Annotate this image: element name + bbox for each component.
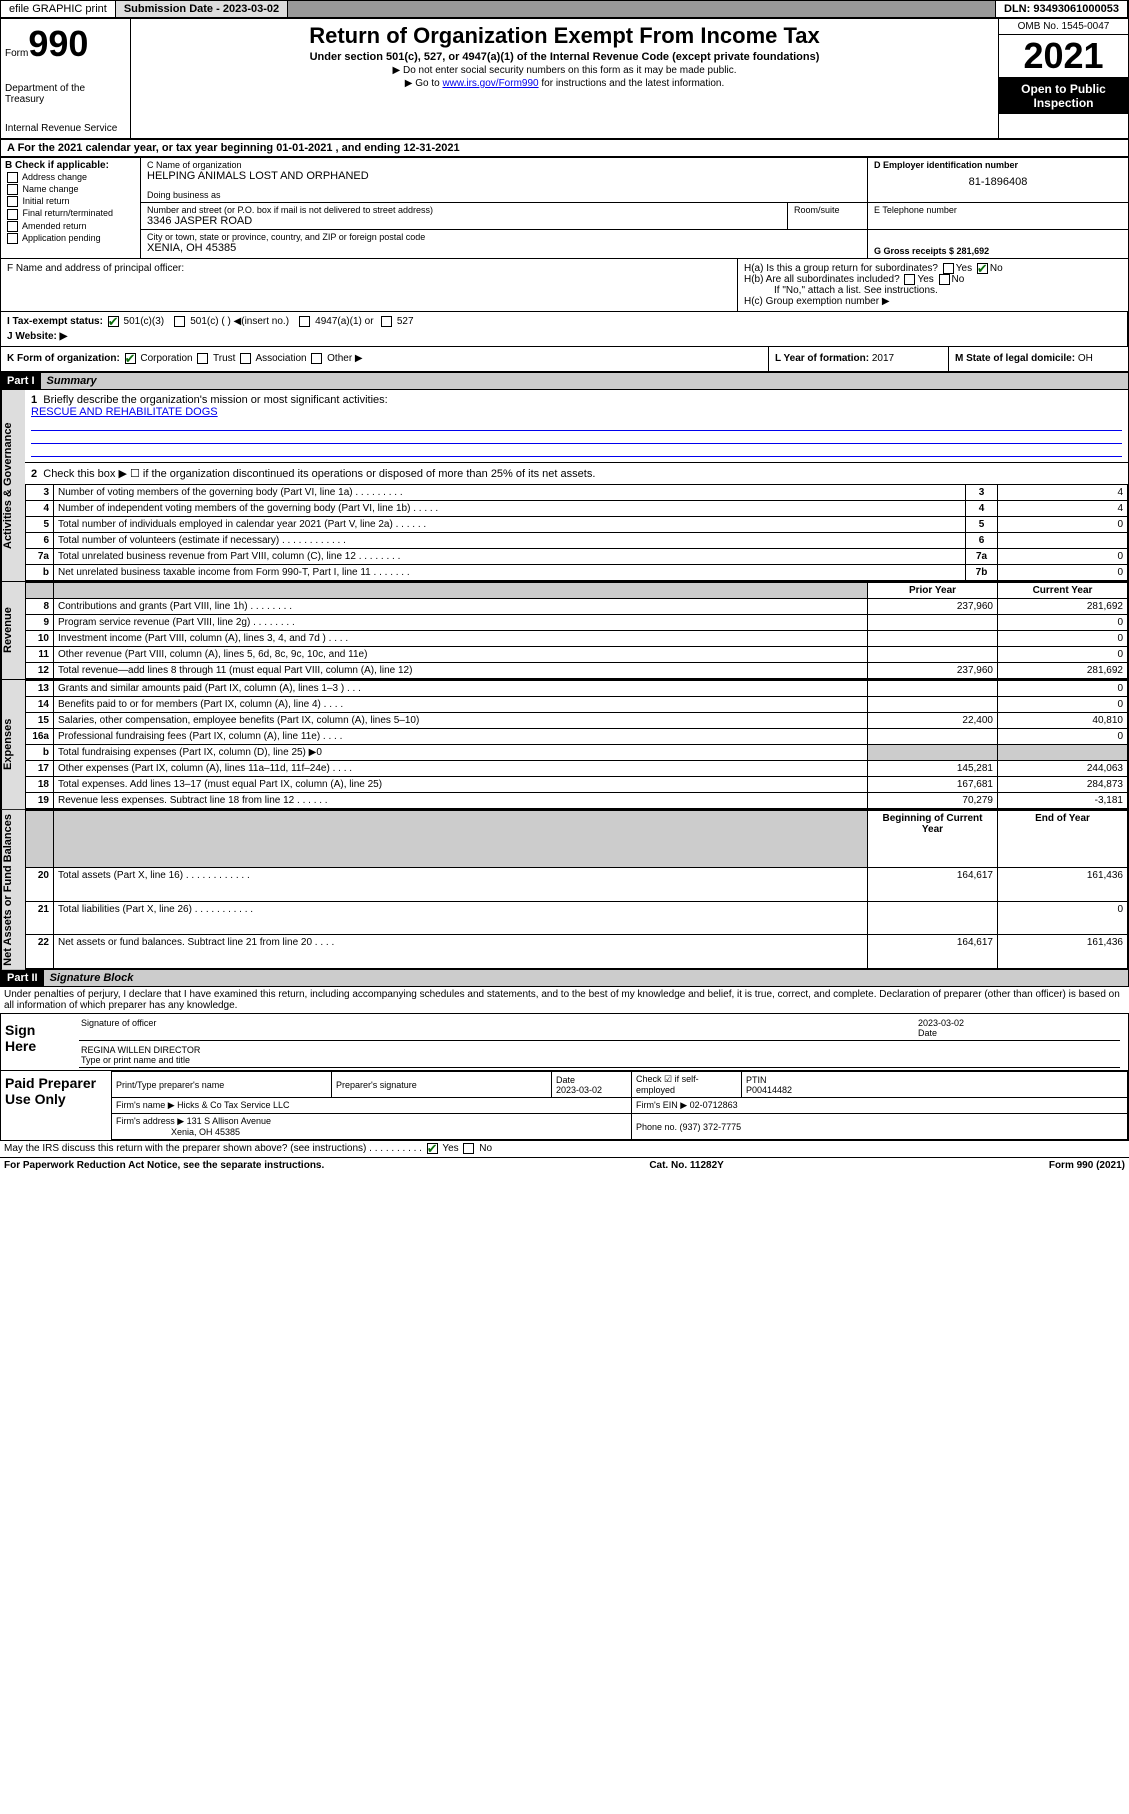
part1-title: Summary	[41, 373, 1128, 389]
part1-num: Part I	[1, 373, 41, 389]
dept: Department of the Treasury	[5, 83, 126, 105]
form-header: Form990 Department of the Treasury Inter…	[0, 18, 1129, 139]
irs-link[interactable]: www.irs.gov/Form990	[442, 78, 538, 89]
may-irs: May the IRS discuss this return with the…	[0, 1141, 1129, 1156]
name-lbl: Type or print name and title	[81, 1055, 1118, 1065]
org-name-lbl: C Name of organization	[147, 160, 861, 170]
footer: For Paperwork Reduction Act Notice, see …	[0, 1157, 1129, 1173]
cb-name[interactable]: Name change	[5, 184, 136, 195]
tax-year: 2021	[999, 35, 1128, 78]
activities-gov: Activities & Governance 1 Briefly descri…	[0, 390, 1129, 582]
irs: Internal Revenue Service	[5, 123, 126, 134]
street: 3346 JASPER ROAD	[147, 215, 781, 227]
form-title: Return of Organization Exempt From Incom…	[139, 23, 990, 49]
line1-lbl: Briefly describe the organization's miss…	[43, 394, 387, 406]
part2-hdr: Part II Signature Block	[0, 970, 1129, 987]
col-b-hdr: B Check if applicable:	[5, 160, 136, 171]
part2-title: Signature Block	[44, 970, 1128, 986]
revenue-table: Prior YearCurrent Year 8Contributions an…	[25, 582, 1128, 679]
header-mid: Return of Organization Exempt From Incom…	[131, 19, 998, 138]
form-word: Form	[5, 48, 28, 59]
sig-officer-lbl: Signature of officer	[81, 1018, 918, 1038]
col-c: C Name of organization HELPING ANIMALS L…	[141, 158, 1128, 258]
note1: ▶ Do not enter social security numbers o…	[139, 65, 990, 76]
hb: H(b) Are all subordinates included? Yes …	[744, 274, 1122, 285]
street-lbl: Number and street (or P.O. box if mail i…	[147, 205, 781, 215]
top-bar: efile GRAPHIC print Submission Date - 20…	[0, 0, 1129, 18]
expenses-block: Expenses 13Grants and similar amounts pa…	[0, 680, 1129, 810]
row-ij: I Tax-exempt status: 501(c)(3) 501(c) ( …	[0, 312, 1129, 347]
dln: DLN: 93493061000053	[996, 1, 1128, 17]
penalty-text: Under penalties of perjury, I declare th…	[0, 987, 1129, 1013]
side-na: Net Assets or Fund Balances	[1, 810, 25, 970]
cb-amended[interactable]: Amended return	[5, 221, 136, 232]
part2-num: Part II	[1, 970, 44, 986]
sign-here: Sign Here	[1, 1014, 71, 1070]
spacer	[288, 1, 996, 17]
side-ag: Activities & Governance	[1, 390, 25, 581]
footer-left: For Paperwork Reduction Act Notice, see …	[4, 1160, 324, 1171]
sig-block: Sign Here Signature of officer2023-03-02…	[0, 1013, 1129, 1141]
cb-app-pending[interactable]: Application pending	[5, 233, 136, 244]
section-a: A For the 2021 calendar year, or tax yea…	[0, 139, 1129, 157]
footer-mid: Cat. No. 11282Y	[649, 1160, 723, 1171]
omb: OMB No. 1545-0047	[999, 19, 1128, 35]
ein: 81-1896408	[874, 176, 1122, 188]
row-i: I Tax-exempt status: 501(c)(3) 501(c) ( …	[1, 312, 1128, 346]
col-b: B Check if applicable: Address change Na…	[1, 158, 141, 258]
ha: H(a) Is this a group return for subordin…	[744, 263, 1122, 274]
gross-lbl: G Gross receipts $ 281,692	[874, 246, 1122, 256]
block-bc: B Check if applicable: Address change Na…	[0, 157, 1129, 259]
submission-date: Submission Date - 2023-03-02	[116, 1, 288, 17]
efile-label: efile GRAPHIC print	[1, 1, 116, 17]
line2: Check this box ▶ ☐ if the organization d…	[43, 468, 595, 480]
expenses-table: 13Grants and similar amounts paid (Part …	[25, 680, 1128, 809]
hb-note: If "No," attach a list. See instructions…	[744, 285, 1122, 296]
netassets-table: Beginning of Current YearEnd of Year 20T…	[25, 810, 1128, 970]
row-j: J Website: ▶	[7, 331, 67, 342]
header-left: Form990 Department of the Treasury Inter…	[1, 19, 131, 138]
cb-initial[interactable]: Initial return	[5, 196, 136, 207]
open-inspection: Open to Public Inspection	[999, 78, 1128, 114]
m-cell: M State of legal domicile: OH	[948, 347, 1128, 370]
room-lbl: Room/suite	[794, 205, 861, 215]
paid-label: Paid Preparer Use Only	[1, 1071, 111, 1140]
form-number: 990	[28, 23, 88, 64]
form-subtitle: Under section 501(c), 527, or 4947(a)(1)…	[139, 51, 990, 63]
phone-lbl: E Telephone number	[874, 205, 1122, 215]
note2: ▶ Go to www.irs.gov/Form990 for instruct…	[139, 78, 990, 89]
city-lbl: City or town, state or province, country…	[147, 232, 861, 242]
row-h: H(a) Is this a group return for subordin…	[738, 259, 1128, 311]
header-right: OMB No. 1545-0047 2021 Open to Public In…	[998, 19, 1128, 138]
row-f: F Name and address of principal officer:	[1, 259, 738, 311]
hc: H(c) Group exemption number ▶	[744, 296, 1122, 307]
l-cell: L Year of formation: 2017	[768, 347, 948, 370]
city: XENIA, OH 45385	[147, 242, 861, 254]
cb-final[interactable]: Final return/terminated	[5, 208, 136, 219]
lines-3-7: 3Number of voting members of the governi…	[25, 484, 1128, 581]
officer-name: REGINA WILLEN DIRECTOR	[81, 1045, 1118, 1055]
row-fh: F Name and address of principal officer:…	[0, 259, 1129, 312]
mission: RESCUE AND REHABILITATE DOGS	[31, 406, 218, 418]
org-name: HELPING ANIMALS LOST AND ORPHANED	[147, 170, 861, 182]
side-exp: Expenses	[1, 680, 25, 809]
row-k: K Form of organization: Corporation Trus…	[0, 347, 1129, 371]
side-rev: Revenue	[1, 582, 25, 679]
ein-lbl: D Employer identification number	[874, 160, 1122, 170]
k-cell: K Form of organization: Corporation Trus…	[1, 347, 768, 370]
cb-address[interactable]: Address change	[5, 172, 136, 183]
netassets-block: Net Assets or Fund Balances Beginning of…	[0, 810, 1129, 971]
footer-right: Form 990 (2021)	[1049, 1160, 1125, 1171]
revenue-block: Revenue Prior YearCurrent Year 8Contribu…	[0, 582, 1129, 680]
paid-preparer: Paid Preparer Use Only Print/Type prepar…	[1, 1070, 1128, 1140]
part1-hdr: Part I Summary	[0, 372, 1129, 390]
dba-lbl: Doing business as	[147, 190, 861, 200]
